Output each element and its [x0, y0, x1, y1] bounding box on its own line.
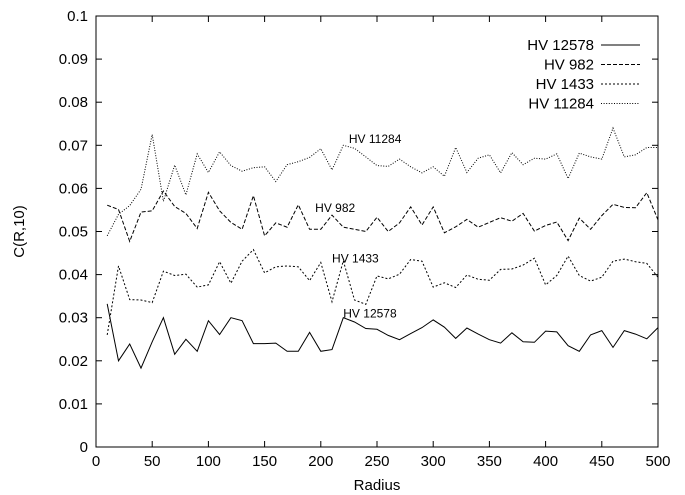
x-tick-label: 400: [533, 453, 558, 470]
x-axis-label: Radius: [354, 477, 401, 494]
series-annotations: HV 11284 HV 982 HV 1433 HV 12578: [315, 132, 402, 321]
y-tick-label: 0.04: [59, 267, 88, 284]
series-line-hv-982: [107, 190, 659, 243]
y-tick-label: 0.07: [59, 137, 88, 154]
legend-label: HV 12578: [527, 37, 594, 54]
annotation-label: HV 12578: [343, 307, 397, 321]
legend: HV 12578 HV 982 HV 1433 HV 11284: [527, 37, 640, 113]
x-tick-label: 100: [196, 453, 221, 470]
legend-label: HV 11284: [528, 96, 594, 113]
y-tick-label: 0.02: [59, 353, 88, 370]
x-tick-label: 50: [144, 453, 161, 470]
y-tick-label: 0.08: [59, 94, 88, 111]
annotation-label: HV 982: [315, 201, 355, 215]
y-tick-label: 0.09: [59, 51, 88, 68]
annotation-label: HV 11284: [349, 132, 402, 146]
legend-label: HV 982: [544, 57, 594, 74]
annotation-label: HV 1433: [332, 252, 379, 266]
y-tick-label: 0.01: [59, 396, 88, 413]
x-tick-label: 350: [477, 453, 502, 470]
x-tick-label: 500: [645, 453, 670, 470]
x-tick-label: 0: [92, 453, 100, 470]
x-tick-label: 450: [589, 453, 614, 470]
y-tick-label: 0: [80, 439, 88, 456]
x-tick-label: 200: [308, 453, 333, 470]
series-line-hv-12578: [106, 303, 659, 370]
x-tick-label: 300: [421, 453, 446, 470]
series-line-hv-1433: [106, 248, 659, 335]
y-axis-label: C(R,10): [11, 205, 28, 258]
y-tick-label: 0.03: [59, 310, 88, 327]
y-tick-label: 0.06: [59, 180, 88, 197]
y-tick-label: 0.1: [67, 8, 88, 25]
y-tick-label: 0.05: [59, 224, 88, 241]
x-tick-label: 250: [364, 453, 389, 470]
series-lines: [106, 126, 659, 370]
x-tick-label: 150: [252, 453, 277, 470]
axis-ticks: 0 0.01 0.02 0.03 0.04 0.05 0.06 0.07 0.08 0.09 0.1…: [59, 8, 671, 470]
legend-label: HV 1433: [536, 76, 594, 93]
